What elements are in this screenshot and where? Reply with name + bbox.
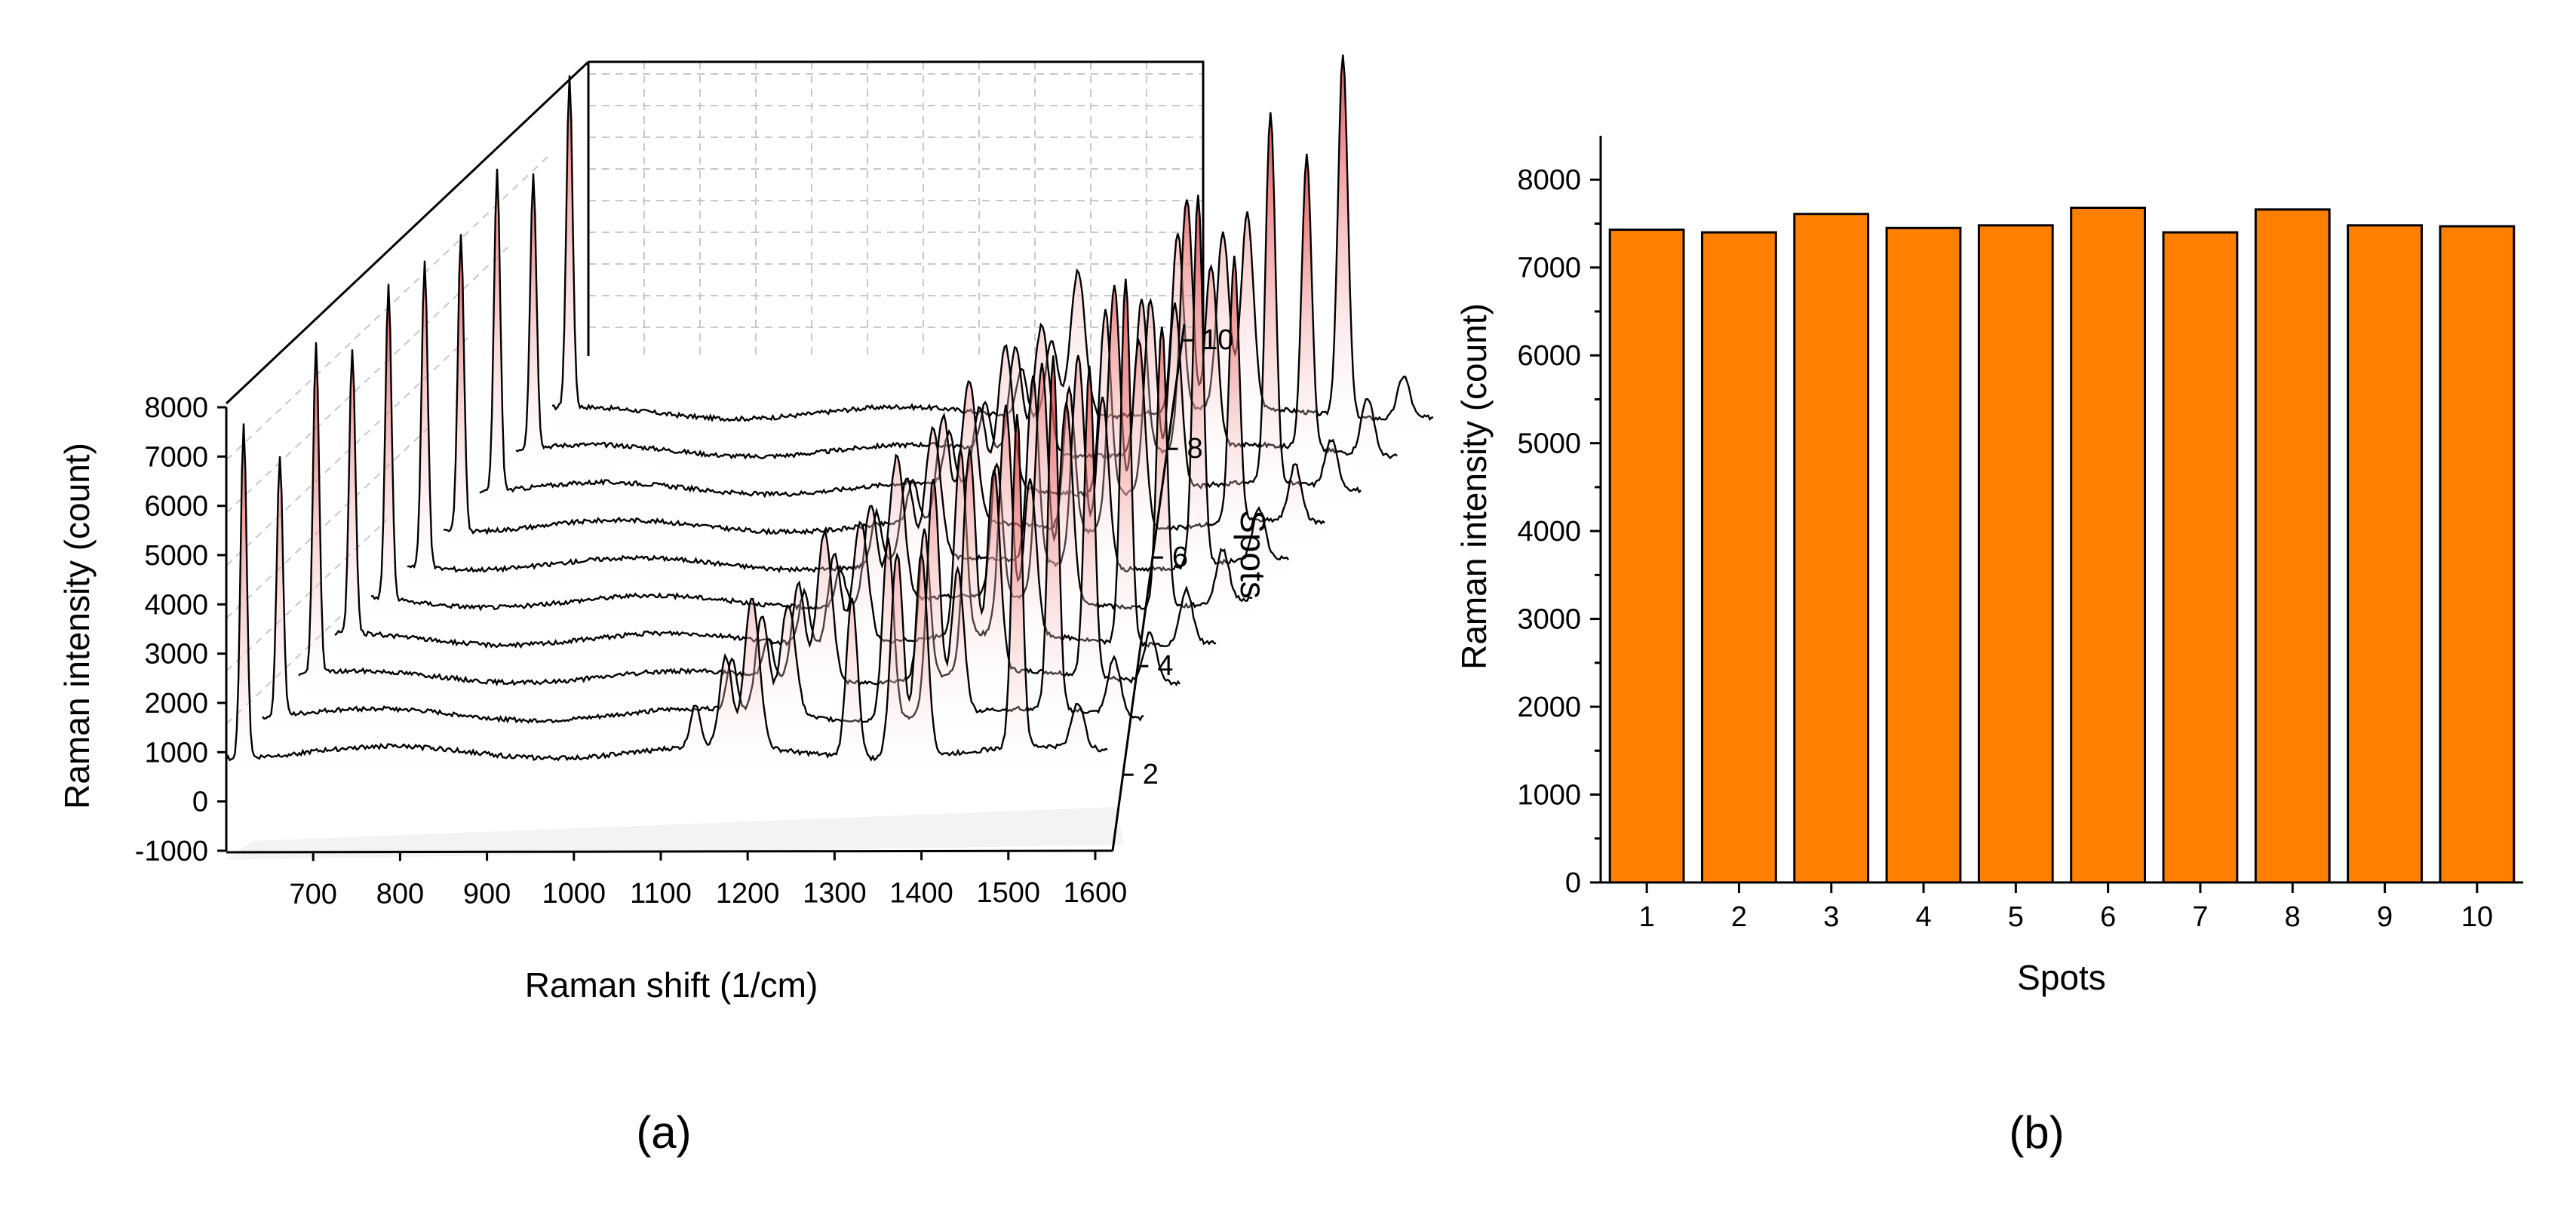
chart-a-spectrum-fill [335, 278, 1217, 659]
chart-b-bar-spot-6 [2070, 207, 2146, 884]
chart-a-spot-tick-label: 4 [1157, 650, 1173, 682]
chart-a-spot-tick-label: 10 [1202, 324, 1233, 356]
chart-a-floor [226, 807, 1124, 860]
chart-a-x-axis [226, 849, 1113, 854]
chart-b-x-tick-label: 1 [1639, 901, 1655, 933]
chart-a-x-tick-label: 1400 [889, 877, 953, 909]
chart-a-spots-label: Spots [1233, 510, 1273, 599]
chart-a-backwall-frame [225, 60, 1205, 405]
chart-b-y-tick-label: 6000 [1517, 340, 1581, 372]
chart-b-x-tick-label: 5 [2008, 901, 2024, 933]
chart-a-x-tick-label: 1500 [976, 877, 1040, 909]
chart-a-x-tick-label: 1100 [630, 878, 692, 910]
chart-a-spectrum-line [551, 54, 1434, 423]
chart-b-bar-spot-7 [2162, 231, 2239, 884]
chart-b-x-tick-label: 6 [2100, 901, 2116, 933]
chart-a-spot-tick-label: 8 [1187, 433, 1203, 465]
chart-a-spectrum-line [407, 195, 1290, 574]
chart-b-y-tick-label: 0 [1565, 867, 1581, 899]
chart-a-spectrum-line [370, 284, 1253, 612]
chart-a-backwall-grid [226, 62, 1203, 725]
chart-b-bar-spot-10 [2439, 225, 2516, 884]
chart-a-spots-axis [1111, 324, 1186, 852]
chart-a-x-tick-label: 900 [463, 878, 511, 910]
chart-a-spectrum-fill [263, 355, 1144, 735]
chart-b-x-tick-label: 7 [2192, 901, 2208, 933]
chart-b-bar-spot-3 [1793, 213, 1870, 884]
chart-b-bars [1608, 207, 2516, 884]
chart-a-spectrum-line [225, 414, 1108, 763]
chart-a-y-ticks: -1000 0 1000 2000 3000 4000 5000 6000 7000 8000 [135, 392, 226, 867]
chart-a-x-tick-label: 700 [289, 879, 336, 910]
chart-a-y-tick-label: 4000 [144, 589, 208, 621]
chart-b-x-tick-label: 3 [1823, 901, 1839, 933]
chart-a-spot-ticks: 2 4 6 8 10 [1122, 324, 1233, 790]
chart-b-y-tick-label: 5000 [1517, 428, 1581, 460]
chart-b-y-tick-label: 7000 [1517, 253, 1581, 284]
chart-a-y-tick-label: 8000 [144, 392, 208, 424]
chart-b-bar-spot-1 [1608, 229, 1685, 884]
chart-b-bar-spot-8 [2254, 208, 2331, 884]
chart-a-x-tick-label: 1300 [803, 878, 867, 910]
chart-a-y-tick-label: -1000 [135, 836, 208, 867]
chart-a-grid-line-side [226, 518, 388, 672]
chart-b-x-tick-label: 2 [1731, 901, 1747, 933]
chart-b-bar-spot-4 [1885, 226, 1962, 884]
chart-a-x-tick-label: 800 [376, 879, 424, 910]
chart-b-bar-spot-5 [1977, 224, 2054, 884]
chart-a-grid-line-side [226, 246, 509, 514]
chart-b-bar-spot-2 [1701, 231, 1777, 884]
chart-a-spectrum-line [262, 355, 1144, 724]
chart-a-y-tick-label: 3000 [144, 639, 208, 670]
chart-b-y-tick-label: 4000 [1517, 516, 1581, 548]
chart-a-x-label: Raman shift (1/cm) [525, 965, 818, 1005]
chart-a-spot-tick-label: 6 [1172, 542, 1188, 573]
chart-b-y-tick-label: 1000 [1517, 780, 1581, 812]
chart-b-y-tick-label: 3000 [1517, 604, 1581, 636]
chart-a-spectrum-line [298, 342, 1181, 687]
chart-a-x-ticks: 700 800 900 1000 1100 1200 1300 1400 1500 1600 [289, 851, 1127, 910]
chart-b-y-tick-label: 2000 [1517, 692, 1581, 723]
panel-b-label: (b) [2009, 1107, 2064, 1158]
chart-a-3d-spectra: -1000 0 1000 2000 3000 4000 5000 6000 7000 8000 7… [57, 54, 1434, 1158]
chart-b-x-label: Spots [2017, 958, 2106, 997]
chart-b-y-ticks: 0 1000 2000 3000 4000 5000 6000 7000 8000 [1517, 164, 1601, 899]
chart-a-spectrum-line [443, 234, 1325, 536]
chart-b-x-tick-label: 8 [2285, 901, 2301, 933]
chart-a-y-tick-label: 1000 [144, 737, 208, 769]
chart-b-y-tick-label: 8000 [1517, 164, 1581, 196]
chart-a-y-tick-label: 0 [192, 787, 208, 818]
chart-a-y-label: Raman intensity (count) [57, 443, 97, 809]
chart-a-y-tick-label: 6000 [144, 491, 208, 523]
chart-b-bar: 0 1000 2000 3000 4000 5000 6000 7000 8000 1 2 3 4 5 6… [1454, 136, 2523, 1158]
chart-a-x-tick-label: 1000 [542, 878, 606, 910]
chart-b-x-ticks: 1 2 3 4 5 6 7 8 9 10 [1639, 882, 2493, 933]
chart-a-y-tick-label: 2000 [144, 688, 208, 720]
chart-a-y-tick-label: 5000 [144, 540, 208, 572]
chart-a-spectrum-line [479, 112, 1362, 499]
chart-b-x-tick-label: 10 [2461, 901, 2493, 933]
chart-a-spectra-group [225, 54, 1434, 772]
chart-a-spectrum-fill [407, 195, 1289, 584]
chart-a-grid-line-side [226, 428, 428, 619]
chart-b-y-label: Raman intensity (count) [1454, 303, 1494, 670]
panel-a-label: (a) [636, 1107, 691, 1158]
chart-a-spectrum-line [515, 153, 1398, 460]
chart-b-bar-spot-9 [2347, 224, 2423, 884]
chart-a-spectrum-line [334, 278, 1217, 649]
chart-b-x-tick-label: 9 [2377, 901, 2393, 933]
chart-a-x-tick-label: 1600 [1064, 877, 1128, 909]
chart-a-y-tick-label: 7000 [144, 441, 208, 473]
chart-a-spectrum-fill [552, 54, 1434, 433]
chart-a-spot-tick-label: 2 [1143, 759, 1159, 790]
chart-a-x-tick-label: 1200 [716, 878, 780, 910]
chart-a-spectrum-fill [299, 342, 1181, 697]
chart-b-x-tick-label: 4 [1915, 901, 1931, 933]
